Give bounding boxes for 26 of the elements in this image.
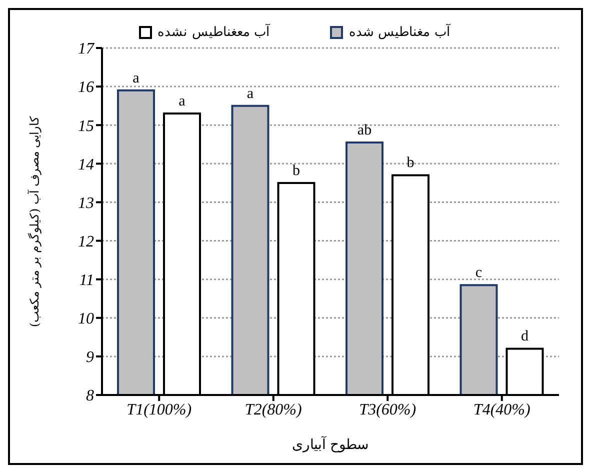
- y-tick-label: 9: [86, 349, 94, 366]
- legend-label: آب مغناطیس شده: [349, 24, 450, 40]
- annotation: b: [292, 162, 300, 179]
- annotation: c: [475, 265, 482, 282]
- x-tick-label: T3(60%): [359, 401, 416, 418]
- y-tick-label: 17: [78, 40, 95, 58]
- y-axis-title: کارایی مصرف آب (کیلوگرم بر متر مکعب): [26, 116, 42, 328]
- annotation: d: [520, 328, 529, 345]
- annotation: a: [132, 70, 140, 86]
- y-tick-label: 11: [79, 272, 94, 290]
- annotation: a: [246, 86, 254, 102]
- annotation: b: [406, 155, 414, 172]
- legend-label: آب معغناطیس نشده: [158, 24, 270, 40]
- x-tick-label: T2(80%): [244, 401, 302, 418]
- x-axis-title: سطوح آبیاری: [292, 435, 370, 453]
- x-tick-label: T1(100%): [126, 401, 192, 418]
- annotation: ab: [357, 122, 372, 138]
- x-tick-label: T4(40%): [473, 401, 530, 418]
- y-tick-label: 12: [78, 233, 94, 250]
- y-tick-label: 14: [78, 156, 94, 174]
- y-tick-label: 10: [78, 310, 94, 328]
- y-tick-label: 13: [78, 194, 94, 212]
- y-tick-label: 8: [86, 388, 94, 405]
- y-tick-label: 15: [78, 118, 94, 135]
- y-tick-label: 16: [78, 79, 94, 96]
- annotation: a: [178, 94, 186, 110]
